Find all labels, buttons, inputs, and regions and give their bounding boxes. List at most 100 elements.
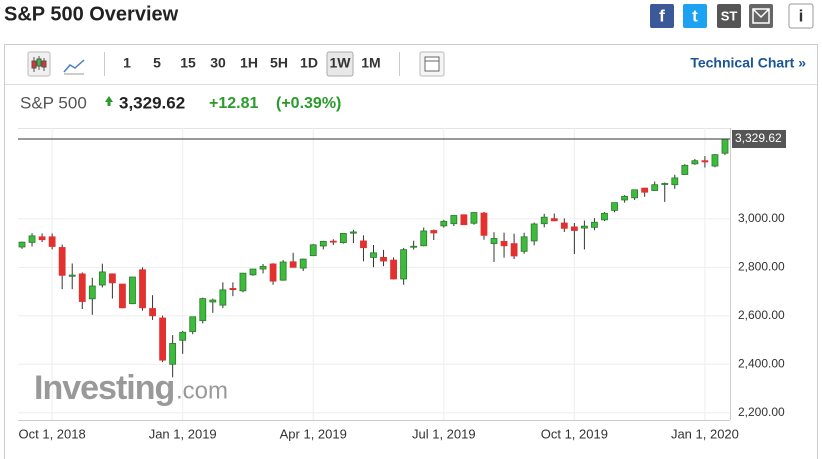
share-button[interactable]	[717, 4, 741, 28]
y-tick-label: 2,600.00	[738, 308, 785, 322]
candle-up	[440, 220, 448, 227]
share-label: ST	[721, 8, 738, 23]
share-button[interactable]	[683, 4, 707, 28]
candle-up	[98, 271, 106, 286]
candle-down	[480, 212, 488, 236]
candle-up	[189, 316, 197, 332]
interval-button[interactable]: 1D	[300, 55, 318, 71]
interval-button[interactable]: 1	[123, 55, 131, 71]
candle-down	[380, 257, 387, 262]
last-price-box	[732, 129, 786, 148]
candle-down	[108, 273, 116, 284]
interval-button[interactable]: 5H	[270, 55, 288, 71]
x-tick-label: Apr 1, 2019	[280, 426, 347, 441]
email-icon	[752, 8, 770, 24]
candle-up	[339, 233, 347, 244]
y-tick-label: 2,400.00	[738, 356, 785, 370]
candle-up	[219, 289, 227, 306]
candle-down	[38, 236, 46, 241]
last-price-label: 3,329.62	[735, 131, 782, 145]
candle-up	[681, 164, 689, 175]
up-arrow	[105, 96, 113, 106]
watermark: .com	[176, 377, 228, 404]
candle-up	[18, 241, 26, 248]
candle-up	[420, 230, 428, 247]
candle-icon	[31, 56, 47, 72]
settings-icon	[424, 56, 440, 72]
interval-button[interactable]: 1W	[330, 55, 352, 71]
candle-up	[470, 212, 478, 224]
interval-button[interactable]: 30	[210, 55, 226, 71]
candle-up	[28, 235, 36, 243]
candle-down	[460, 214, 468, 226]
interval-button[interactable]: 1H	[240, 55, 258, 71]
candle-up	[68, 274, 76, 277]
y-tick-label: 2,200.00	[738, 405, 785, 419]
quote-name: S&P 500	[20, 93, 87, 112]
candle-down	[139, 269, 146, 309]
candle-up	[721, 138, 729, 154]
page-title: S&P 500 Overview	[4, 3, 179, 25]
candle-up	[370, 252, 377, 258]
candle-up	[279, 261, 287, 281]
x-tick-label: Oct 1, 2019	[541, 426, 608, 441]
candle-up	[299, 258, 307, 269]
candle-up	[410, 245, 418, 248]
candle-down	[641, 187, 649, 193]
candle-down	[430, 230, 438, 234]
candle-up	[249, 268, 257, 276]
x-tick-label: Oct 1, 2018	[19, 426, 86, 441]
candle-up	[651, 184, 659, 191]
candle-up	[601, 212, 608, 221]
candle-up	[309, 244, 317, 257]
candle-up	[129, 276, 136, 305]
candle-down	[229, 288, 237, 291]
candle-down	[390, 259, 397, 280]
candle-up	[199, 298, 207, 322]
candle-up	[450, 215, 458, 225]
candle-up	[671, 177, 679, 186]
candle-up	[621, 195, 628, 201]
candle-down	[701, 160, 709, 163]
candle-down	[78, 273, 86, 302]
candle-up	[259, 265, 267, 270]
candle-up	[179, 331, 187, 341]
quote-change-pct: (+0.39%)	[276, 95, 341, 112]
candle-up	[691, 160, 699, 165]
candle-up	[530, 223, 538, 242]
y-tick-label: 3,000.00	[738, 211, 785, 225]
interval-button[interactable]: 15	[180, 55, 196, 71]
candle-up	[209, 299, 217, 303]
candle-up	[490, 238, 498, 244]
share-button[interactable]	[650, 4, 674, 28]
candle-up	[661, 183, 669, 185]
candle-down	[269, 263, 277, 282]
candle-down	[159, 317, 167, 361]
interval-button[interactable]: 5	[153, 55, 161, 71]
y-tick-label: 2,800.00	[738, 260, 785, 274]
candle-up	[591, 221, 598, 228]
candle-up	[711, 154, 719, 167]
interval-button[interactable]: 1M	[361, 55, 380, 71]
candle-up	[581, 225, 588, 229]
line-icon[interactable]	[63, 59, 85, 73]
watermark: Investing	[34, 369, 174, 407]
candle-up	[400, 249, 408, 280]
candle-down	[58, 247, 66, 276]
candle-down	[550, 218, 558, 222]
x-tick-label: Jan 1, 2019	[149, 426, 217, 441]
share-button[interactable]	[788, 3, 814, 29]
candle-up	[540, 216, 548, 225]
candle-up	[520, 236, 528, 252]
candle-down	[48, 236, 56, 247]
quote-change: +12.81	[209, 95, 258, 112]
candle-up	[611, 202, 618, 211]
candle-down	[500, 241, 508, 247]
technical-chart-link[interactable]: Technical Chart »	[690, 55, 806, 71]
candle-up	[239, 272, 247, 292]
candle-up	[350, 231, 357, 234]
interval-selected[interactable]	[326, 51, 354, 77]
share-label: f	[659, 6, 665, 25]
candle-up	[169, 343, 177, 365]
